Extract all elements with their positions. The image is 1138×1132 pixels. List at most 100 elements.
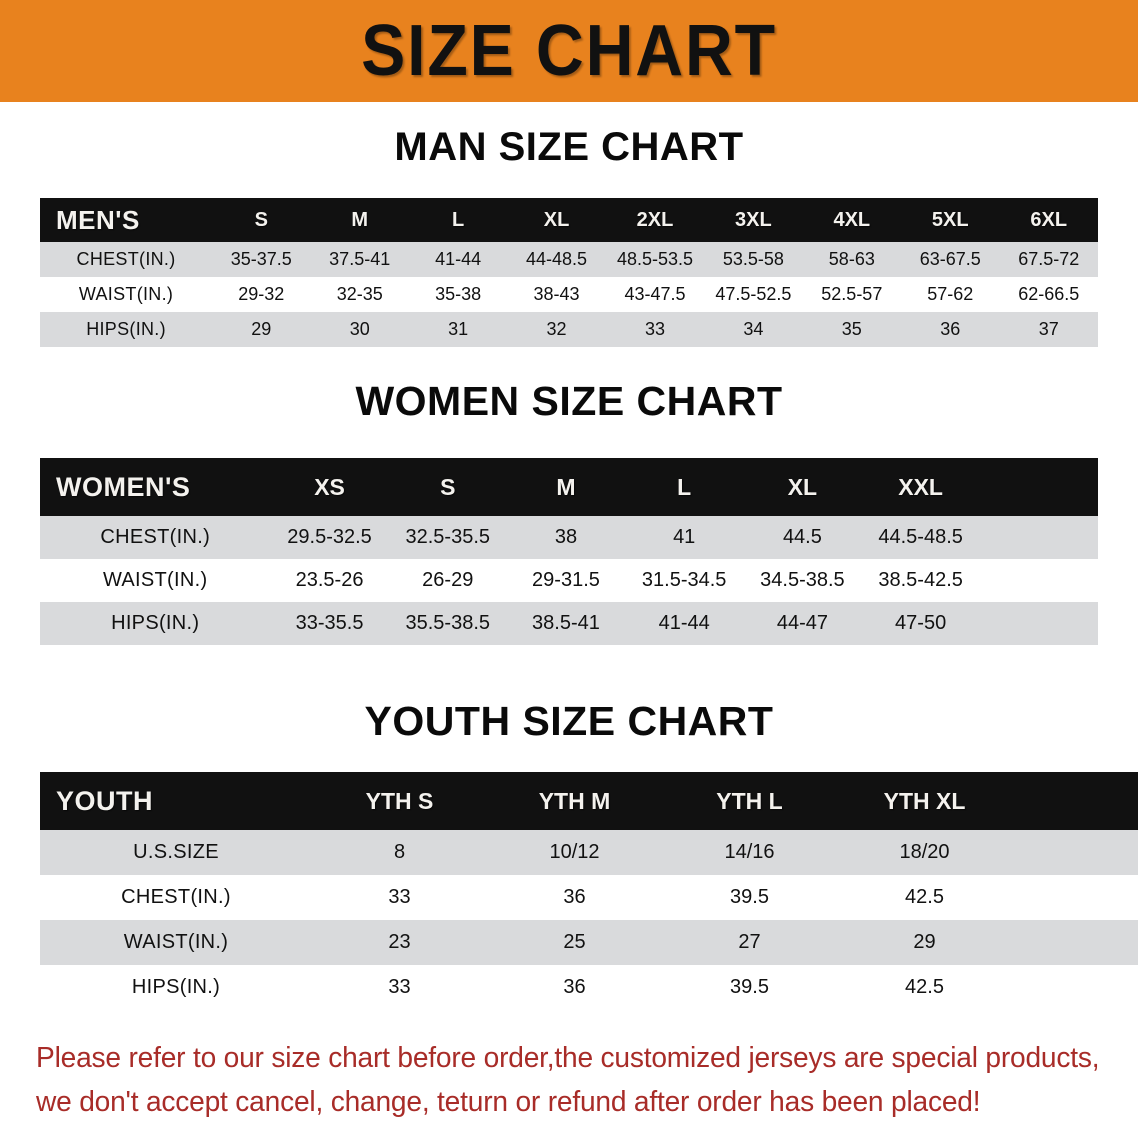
table-row: CHEST(IN.) 35-37.5 37.5-41 41-44 44-48.5… <box>40 242 1098 277</box>
women-cell-hips-5: 44-47 <box>776 612 828 634</box>
women-cell-waist-4: 31.5-34.5 <box>641 569 727 591</box>
youth-cell-chest-3: 39.5 <box>730 886 769 908</box>
youth-cell-hips-5 <box>1012 965 1138 1010</box>
youth-cell-waist-5 <box>1012 920 1138 965</box>
men-cell-chest-3: 41-44 <box>435 249 482 269</box>
men-cell-waist-7: 52.5-57 <box>821 284 883 304</box>
women-corner-label: WOMEN'S <box>56 471 191 502</box>
women-cell-chest-4: 41 <box>673 526 696 548</box>
women-row-label-waist: WAIST(IN.) <box>102 569 208 591</box>
men-cell-chest-2: 37.5-41 <box>329 249 391 269</box>
men-cell-waist-3: 35-38 <box>435 284 482 304</box>
men-col-header-8: 5XL <box>931 208 969 231</box>
men-col-header-5: 2XL <box>636 208 674 231</box>
men-cell-hips-6: 34 <box>743 319 764 339</box>
youth-cell-ussize-5 <box>1012 830 1138 875</box>
youth-section-title: YOUTH SIZE CHART <box>364 698 774 744</box>
youth-cell-chest-5 <box>1012 875 1138 920</box>
page-title: SIZE CHART <box>361 11 777 91</box>
table-row: U.S.SIZE 8 10/12 14/16 18/20 <box>40 830 1138 875</box>
youth-cell-waist-1: 23 <box>388 931 411 953</box>
men-cell-chest-8: 63-67.5 <box>919 249 981 269</box>
women-cell-waist-7 <box>980 559 1098 602</box>
page-banner: SIZE CHART <box>0 0 1138 102</box>
men-col-header-7: 4XL <box>833 208 871 231</box>
youth-row-label-ussize: U.S.SIZE <box>133 841 219 863</box>
women-col-header-4: L <box>677 473 692 500</box>
youth-table-header-row: YOUTH YTH S YTH M YTH L YTH XL <box>40 772 1138 830</box>
men-row-label-chest: CHEST(IN.) <box>76 249 176 269</box>
youth-size-table: YOUTH YTH S YTH M YTH L YTH XL U.S.SIZE … <box>40 772 1138 1010</box>
youth-col-header-2: YTH M <box>538 787 611 814</box>
youth-col-header-4: YTH XL <box>883 787 966 814</box>
youth-row-label-hips: HIPS(IN.) <box>131 976 221 998</box>
women-cell-chest-5: 44.5 <box>782 526 822 548</box>
youth-cell-hips-3: 39.5 <box>730 976 769 998</box>
men-col-header-2: M <box>351 208 369 231</box>
youth-col-header-1: YTH S <box>365 787 434 814</box>
table-row: WAIST(IN.) 29-32 32-35 35-38 38-43 43-47… <box>40 277 1098 312</box>
men-cell-waist-2: 32-35 <box>336 284 383 304</box>
men-cell-chest-5: 48.5-53.5 <box>616 249 693 269</box>
women-cell-chest-1: 29.5-32.5 <box>287 526 372 548</box>
men-cell-waist-4: 38-43 <box>533 284 580 304</box>
youth-cell-chest-2: 36 <box>563 886 586 908</box>
youth-col-header-3: YTH L <box>716 787 783 814</box>
men-cell-chest-7: 58-63 <box>828 249 875 269</box>
men-col-header-4: XL <box>543 208 570 231</box>
women-col-header-1: XS <box>314 473 345 500</box>
men-corner-label: MEN'S <box>56 204 140 235</box>
women-cell-chest-6: 44.5-48.5 <box>878 526 963 548</box>
women-col-header-5: XL <box>787 473 818 500</box>
youth-cell-hips-2: 36 <box>563 976 586 998</box>
women-table-header-row: WOMEN'S XS S M L XL XXL <box>40 458 1098 516</box>
table-row: HIPS(IN.) 29 30 31 32 33 34 35 36 37 <box>40 312 1098 347</box>
women-cell-hips-4: 41-44 <box>658 612 710 634</box>
women-row-label-hips: HIPS(IN.) <box>111 612 200 634</box>
men-cell-hips-2: 30 <box>349 319 370 339</box>
men-cell-waist-1: 29-32 <box>238 284 285 304</box>
footer-disclaimer: Please refer to our size chart before or… <box>36 1036 1100 1124</box>
youth-cell-hips-4: 42.5 <box>905 976 944 998</box>
women-cell-hips-2: 35.5-38.5 <box>405 612 490 634</box>
men-cell-waist-8: 57-62 <box>927 284 974 304</box>
table-row: HIPS(IN.) 33-35.5 35.5-38.5 38.5-41 41-4… <box>40 602 1098 645</box>
youth-row-label-waist: WAIST(IN.) <box>123 931 229 953</box>
table-row: WAIST(IN.) 23.5-26 26-29 29-31.5 31.5-34… <box>40 559 1098 602</box>
men-cell-waist-5: 43-47.5 <box>624 284 686 304</box>
men-col-header-3: L <box>452 208 465 231</box>
men-size-table: MEN'S S M L XL 2XL 3XL 4XL 5XL 6XL CHEST… <box>40 198 1098 347</box>
youth-cell-chest-1: 33 <box>388 886 411 908</box>
youth-corner-label: YOUTH <box>56 785 153 816</box>
men-cell-hips-7: 35 <box>841 319 862 339</box>
women-cell-waist-1: 23.5-26 <box>295 569 364 591</box>
women-cell-chest-7 <box>980 516 1098 559</box>
women-col-header-2: S <box>440 473 456 500</box>
men-cell-chest-6: 53.5-58 <box>722 249 784 269</box>
women-cell-hips-7 <box>980 602 1098 645</box>
youth-cell-hips-1: 33 <box>388 976 411 998</box>
women-col-header-3: M <box>556 473 576 500</box>
men-cell-hips-3: 31 <box>448 319 469 339</box>
women-col-header-6: XXL <box>898 473 943 500</box>
women-cell-waist-6: 38.5-42.5 <box>878 569 963 591</box>
youth-cell-waist-4: 29 <box>913 931 936 953</box>
youth-cell-waist-2: 25 <box>563 931 586 953</box>
table-row: WAIST(IN.) 23 25 27 29 <box>40 920 1138 965</box>
men-cell-hips-9: 37 <box>1038 319 1059 339</box>
men-col-header-1: S <box>254 208 268 231</box>
women-cell-hips-1: 33-35.5 <box>295 612 364 634</box>
table-row: CHEST(IN.) 29.5-32.5 32.5-35.5 38 41 44.… <box>40 516 1098 559</box>
men-table-header-row: MEN'S S M L XL 2XL 3XL 4XL 5XL 6XL <box>40 198 1098 242</box>
man-section-title: MAN SIZE CHART <box>394 125 744 169</box>
youth-cell-ussize-1: 8 <box>393 841 406 863</box>
women-col-header-7 <box>980 458 1098 516</box>
women-cell-chest-3: 38 <box>554 526 578 548</box>
women-cell-waist-5: 34.5-38.5 <box>760 569 845 591</box>
footer-line-2: we don't accept cancel, change, teturn o… <box>36 1086 981 1118</box>
youth-cell-ussize-2: 10/12 <box>549 841 600 863</box>
youth-cell-waist-3: 27 <box>738 931 761 953</box>
youth-cell-chest-4: 42.5 <box>905 886 944 908</box>
table-row: HIPS(IN.) 33 36 39.5 42.5 <box>40 965 1138 1010</box>
